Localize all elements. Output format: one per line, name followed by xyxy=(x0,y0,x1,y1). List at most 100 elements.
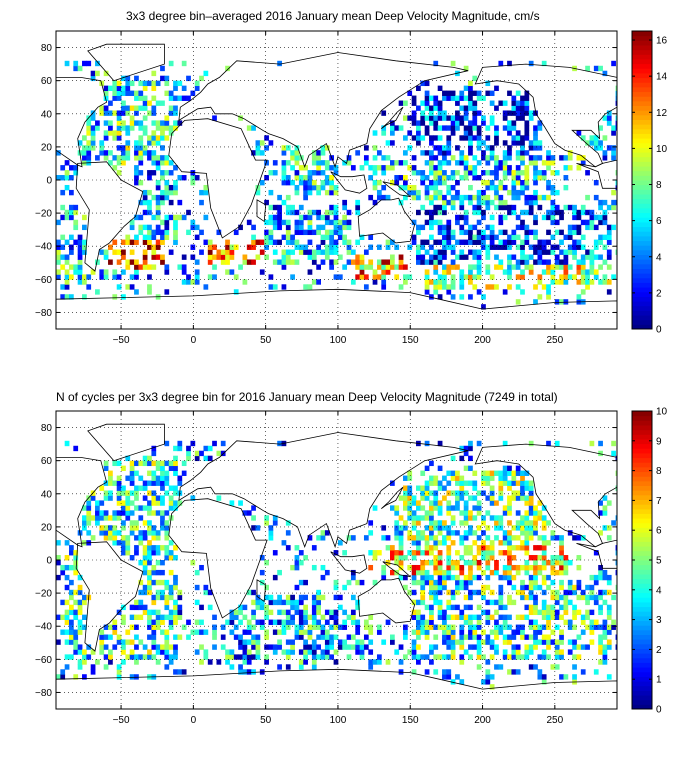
bin-cell xyxy=(298,244,304,250)
colorbar-step xyxy=(632,282,652,288)
bin-cell xyxy=(246,259,252,265)
bin-cell xyxy=(455,470,460,476)
bin-cell xyxy=(116,85,122,91)
bin-cell xyxy=(242,254,248,260)
bin-cell xyxy=(437,530,443,536)
bin-cell xyxy=(359,165,365,171)
bin-cell xyxy=(134,269,139,275)
bin-cell xyxy=(420,515,426,521)
bin-cell xyxy=(546,160,551,166)
bin-cell xyxy=(285,239,291,245)
bin-cell xyxy=(567,599,573,606)
bin-cell xyxy=(56,259,61,265)
bin-cell xyxy=(411,649,417,655)
bin-cell xyxy=(463,604,469,611)
bin-cell xyxy=(160,135,165,141)
bin-cell xyxy=(468,224,473,231)
bin-cell xyxy=(264,614,269,620)
bin-cell xyxy=(580,135,586,141)
bin-cell xyxy=(541,540,547,546)
bin-cell xyxy=(450,560,456,566)
bin-cell xyxy=(125,85,131,91)
bin-cell xyxy=(155,209,161,216)
bin-cell xyxy=(203,654,209,660)
bin-cell xyxy=(238,669,243,675)
bin-cell xyxy=(433,259,439,265)
bin-cell xyxy=(121,500,126,506)
bin-cell xyxy=(537,515,543,521)
bin-cell xyxy=(121,465,126,471)
bin-cell xyxy=(160,125,165,131)
bin-cell xyxy=(472,614,478,620)
bin-cell xyxy=(181,254,187,260)
bin-cell xyxy=(541,579,547,586)
bin-cell xyxy=(489,234,495,240)
bin-cell xyxy=(524,264,530,270)
bin-cell xyxy=(403,274,408,280)
bin-cell xyxy=(272,550,278,556)
bin-cell xyxy=(485,535,491,541)
bin-cell xyxy=(268,599,274,606)
bin-cell xyxy=(342,214,348,221)
bin-cell xyxy=(472,170,478,176)
bin-cell xyxy=(372,180,378,186)
bin-cell xyxy=(390,634,395,640)
bin-cell xyxy=(203,629,209,635)
bin-cell xyxy=(411,609,417,616)
bin-cell xyxy=(507,284,512,290)
bin-cell xyxy=(563,564,569,571)
bin-cell xyxy=(99,145,105,151)
bin-cell xyxy=(264,145,269,151)
bin-cell xyxy=(528,609,534,616)
bin-cell xyxy=(242,644,248,650)
bin-cell xyxy=(520,579,525,586)
bin-cell xyxy=(463,510,469,516)
bin-cell xyxy=(329,165,335,171)
bin-cell xyxy=(64,664,70,670)
bin-cell xyxy=(164,594,170,601)
bin-cell xyxy=(95,510,100,516)
colorbar-step xyxy=(632,429,652,435)
bin-cell xyxy=(433,175,439,181)
bin-cell xyxy=(121,90,126,96)
colorbar-step xyxy=(632,499,652,505)
bin-cell xyxy=(398,495,404,501)
bin-cell xyxy=(381,184,387,191)
bin-cell xyxy=(307,175,313,181)
colorbar-step xyxy=(632,249,652,255)
bin-cell xyxy=(572,249,577,255)
bin-cell xyxy=(437,500,443,506)
bin-cell xyxy=(611,199,616,206)
bin-cell xyxy=(160,120,165,126)
bin-cell xyxy=(103,70,109,77)
bin-cell xyxy=(60,669,66,675)
bin-cell xyxy=(376,654,382,660)
bin-cell xyxy=(294,155,300,161)
bin-cell xyxy=(450,490,456,496)
bin-cell xyxy=(446,480,452,486)
bin-cell xyxy=(606,674,612,680)
bin-cell xyxy=(147,209,152,216)
bin-cell xyxy=(381,125,387,131)
bin-cell xyxy=(429,604,434,611)
bin-cell xyxy=(546,584,551,591)
bin-cell xyxy=(572,239,577,245)
x-tick-label: 200 xyxy=(474,335,491,346)
bin-cell xyxy=(463,550,469,556)
bin-cell xyxy=(463,520,469,526)
bin-cell xyxy=(459,279,465,285)
bin-cell xyxy=(524,259,530,265)
bin-cell xyxy=(433,170,439,176)
y-tick-label: 80 xyxy=(41,43,53,54)
coastline xyxy=(357,577,416,624)
bin-cell xyxy=(82,239,87,245)
bin-cell xyxy=(142,234,148,240)
bin-cell xyxy=(468,574,473,581)
bin-cell xyxy=(476,264,482,270)
bin-cell xyxy=(82,654,87,660)
bin-cell xyxy=(363,160,369,166)
colorbar-step xyxy=(632,667,652,673)
bin-cell xyxy=(485,125,491,131)
bin-cell xyxy=(520,584,525,591)
bin-cell xyxy=(177,609,183,616)
